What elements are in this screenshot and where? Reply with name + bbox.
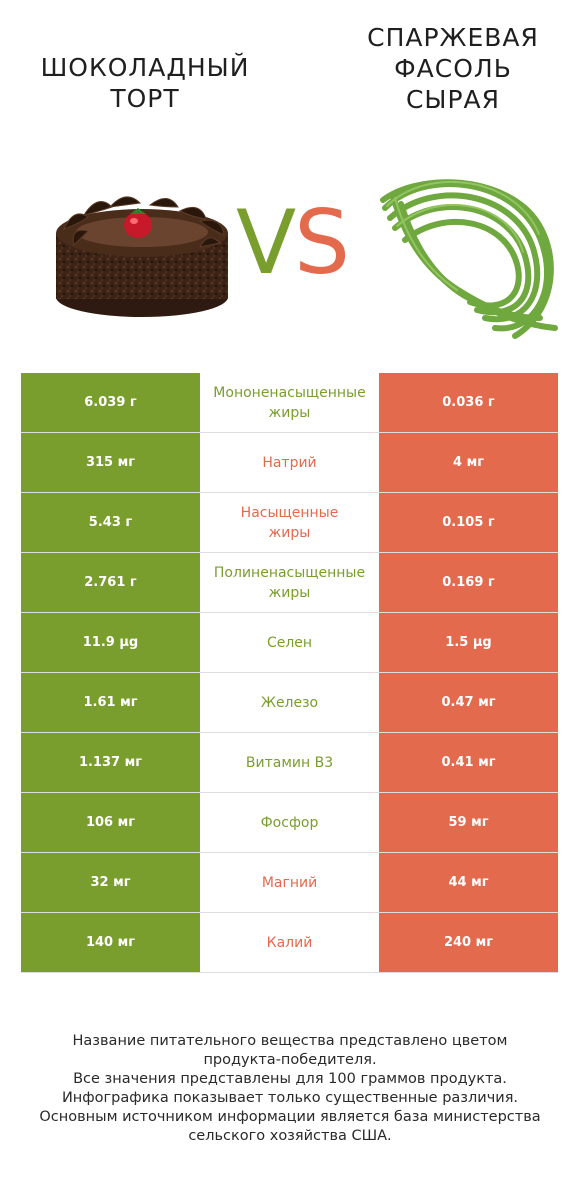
right-product-title: СПАРЖЕВАЯ ФАСОЛЬ СЫРАЯ (333, 22, 573, 115)
right-value: 0.105 г (379, 493, 558, 552)
nutrient-label-line: жиры (268, 524, 311, 541)
nutrient-name: Железо (200, 673, 379, 732)
left-value: 1.61 мг (21, 673, 200, 732)
chocolate-cake-image (50, 185, 240, 320)
left-value: 315 мг (21, 433, 200, 492)
nutrient-name: Магний (200, 853, 379, 912)
comparison-row: 5.43 г Насыщенные жиры 0.105 г (21, 493, 558, 553)
comparison-table: 6.039 г Мононенасыщенные жиры 0.036 г 315 мг… (21, 373, 558, 973)
nutrient-label: Селен (267, 633, 312, 653)
nutrient-label: Калий (267, 933, 313, 953)
vs-letter-v: V (235, 191, 296, 294)
nutrient-label-line: Мононенасыщенные (213, 384, 366, 401)
nutrient-label-line: Насыщенные (240, 504, 339, 521)
comparison-row: 6.039 г Мононенасыщенные жиры 0.036 г (21, 373, 558, 433)
nutrient-label-line: Калий (266, 934, 313, 951)
green-beans-image (365, 168, 565, 343)
nutrient-label-line: жиры (268, 584, 311, 601)
footer-note: Название питательного вещества представл… (20, 1032, 560, 1146)
left-value: 140 мг (21, 913, 200, 972)
left-value: 11.9 µg (21, 613, 200, 672)
vs-label: VS (222, 198, 362, 288)
nutrient-label: Мононенасыщенные жиры (213, 383, 365, 423)
right-value: 0.41 мг (379, 733, 558, 792)
right-title-line: СПАРЖЕВАЯ (367, 23, 539, 52)
nutrient-label-line: Железо (260, 694, 319, 711)
left-value: 2.761 г (21, 553, 200, 612)
nutrient-name: Мононенасыщенные жиры (200, 373, 379, 432)
row-divider (21, 732, 558, 733)
right-title-line: СЫРАЯ (405, 85, 501, 114)
row-divider (21, 852, 558, 853)
right-value: 4 мг (379, 433, 558, 492)
nutrient-name: Натрий (200, 433, 379, 492)
right-value: 0.169 г (379, 553, 558, 612)
nutrient-label-line: жиры (268, 404, 311, 421)
nutrient-label: Железо (261, 693, 318, 713)
nutrient-label: Фосфор (261, 813, 319, 833)
left-value: 6.039 г (21, 373, 200, 432)
right-value: 59 мг (379, 793, 558, 852)
row-divider (21, 912, 558, 913)
comparison-row: 140 мг Калий 240 мг (21, 913, 558, 973)
comparison-row: 11.9 µg Селен 1.5 µg (21, 613, 558, 673)
nutrient-label: Витамин B3 (246, 753, 333, 773)
nutrient-label-line: Магний (261, 874, 318, 891)
comparison-row: 2.761 г Полиненасыщенные жиры 0.169 г (21, 553, 558, 613)
left-value: 106 мг (21, 793, 200, 852)
vs-letter-s: S (294, 191, 350, 294)
left-value: 5.43 г (21, 493, 200, 552)
nutrient-label-line: Селен (266, 634, 313, 651)
nutrient-label: Полиненасыщенные жиры (214, 563, 365, 603)
comparison-row: 1.137 мг Витамин B3 0.41 мг (21, 733, 558, 793)
comparison-row: 106 мг Фосфор 59 мг (21, 793, 558, 853)
comparison-row: 1.61 мг Железо 0.47 мг (21, 673, 558, 733)
nutrient-name: Калий (200, 913, 379, 972)
nutrient-label-line: Полиненасыщенные (213, 564, 366, 581)
footer-line: Инфографика показывает только существенн… (61, 1090, 519, 1106)
left-title-line: ТОРТ (110, 84, 180, 113)
nutrient-label-line: Натрий (262, 454, 317, 471)
right-value: 1.5 µg (379, 613, 558, 672)
nutrient-label: Магний (262, 873, 317, 893)
footer-line: продукта-победителя. (203, 1052, 377, 1068)
nutrient-name: Насыщенные жиры (200, 493, 379, 552)
nutrient-label-line: Фосфор (260, 814, 319, 831)
row-divider (21, 492, 558, 493)
right-title-line: ФАСОЛЬ (394, 54, 512, 83)
right-value: 0.47 мг (379, 673, 558, 732)
nutrient-label: Натрий (262, 453, 316, 473)
left-product-title: ШОКОЛАДНЫЙ ТОРТ (25, 52, 265, 114)
right-value: 44 мг (379, 853, 558, 912)
row-divider (21, 672, 558, 673)
left-title-line: ШОКОЛАДНЫЙ (40, 53, 250, 82)
footer-line: сельского хозяйства США. (188, 1128, 392, 1144)
row-divider (21, 792, 558, 793)
footer-line: Все значения представлены для 100 граммо… (73, 1071, 507, 1087)
footer-line: Основным источником информации является … (39, 1109, 541, 1125)
nutrient-name: Селен (200, 613, 379, 672)
right-value: 240 мг (379, 913, 558, 972)
nutrient-name: Полиненасыщенные жиры (200, 553, 379, 612)
left-value: 32 мг (21, 853, 200, 912)
nutrient-name: Фосфор (200, 793, 379, 852)
row-divider (21, 552, 558, 553)
comparison-row: 32 мг Магний 44 мг (21, 853, 558, 913)
nutrient-label: Насыщенные жиры (241, 503, 339, 543)
row-divider (21, 972, 558, 973)
row-divider (21, 612, 558, 613)
row-divider (21, 432, 558, 433)
right-value: 0.036 г (379, 373, 558, 432)
comparison-row: 315 мг Натрий 4 мг (21, 433, 558, 493)
nutrient-label-line: Витамин B3 (245, 754, 334, 771)
left-value: 1.137 мг (21, 733, 200, 792)
nutrient-name: Витамин B3 (200, 733, 379, 792)
footer-line: Название питательного вещества представл… (72, 1033, 508, 1049)
